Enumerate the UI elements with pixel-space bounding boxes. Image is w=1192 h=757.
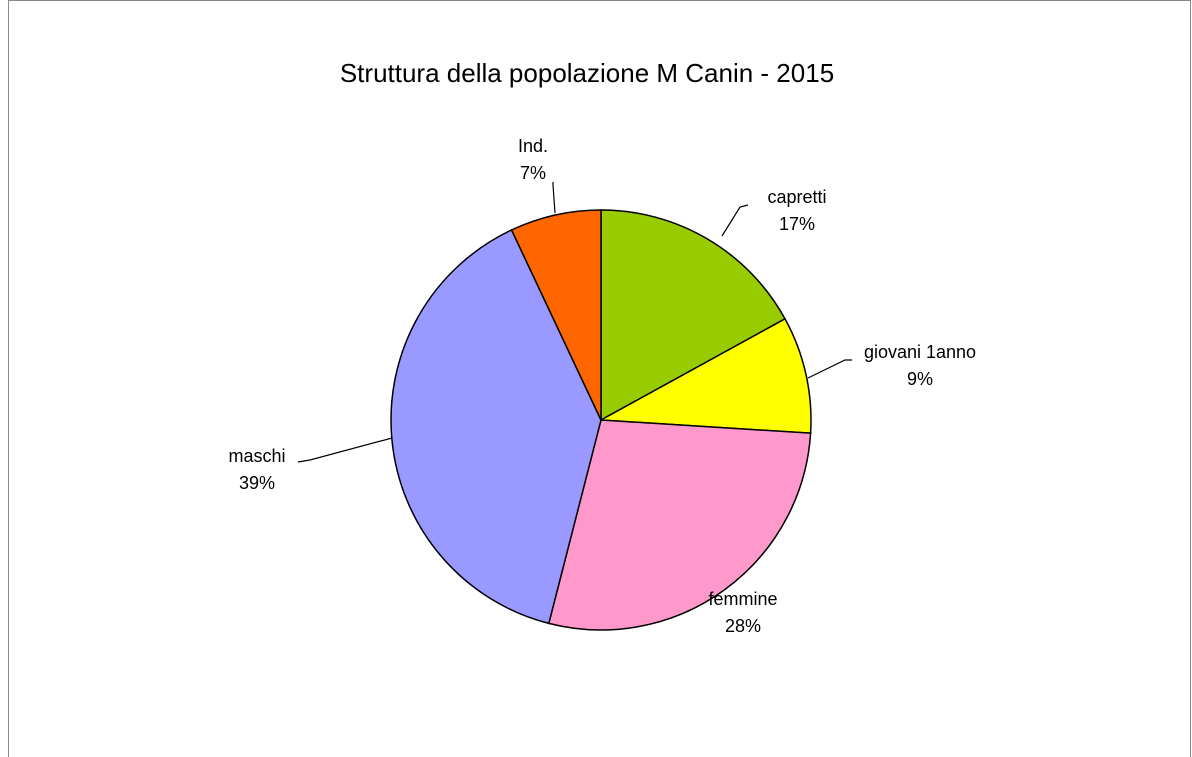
slice-label: maschi [228, 446, 285, 466]
chart-title: Struttura della popolazione M Canin - 20… [340, 58, 834, 88]
slice-value-label: 9% [907, 369, 933, 389]
slice-label: Ind. [518, 136, 548, 156]
slice-value-label: 7% [520, 163, 546, 183]
pie-slice [598, 317, 812, 434]
slice-label: giovani 1anno [864, 342, 976, 362]
leader-line [807, 359, 852, 379]
slice-value-label: 39% [239, 473, 275, 493]
slice-value-label: 17% [779, 214, 815, 234]
pie-slice [600, 209, 787, 422]
pie-slice [390, 228, 602, 625]
leader-line [721, 204, 749, 237]
leader-line [552, 182, 556, 214]
slice-label: capretti [767, 187, 826, 207]
slice-value-label: 28% [725, 616, 761, 636]
pie-slice [547, 419, 812, 631]
leader-line [297, 437, 393, 463]
slice-label: femmine [708, 589, 777, 609]
pie-slice [510, 209, 602, 421]
